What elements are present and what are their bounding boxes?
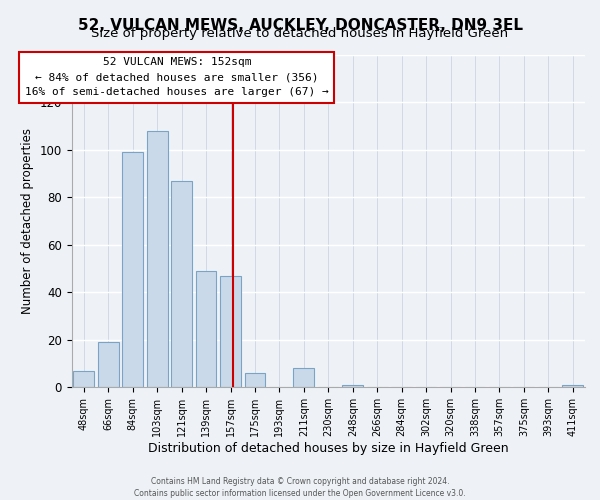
- Bar: [562, 385, 583, 388]
- Bar: [343, 385, 363, 388]
- Bar: [73, 370, 94, 388]
- Bar: [196, 271, 217, 388]
- Text: Contains HM Land Registry data © Crown copyright and database right 2024.
Contai: Contains HM Land Registry data © Crown c…: [134, 476, 466, 498]
- Bar: [220, 276, 241, 388]
- Bar: [147, 131, 167, 388]
- Bar: [122, 152, 143, 388]
- X-axis label: Distribution of detached houses by size in Hayfield Green: Distribution of detached houses by size …: [148, 442, 509, 455]
- Text: 52 VULCAN MEWS: 152sqm
← 84% of detached houses are smaller (356)
16% of semi-de: 52 VULCAN MEWS: 152sqm ← 84% of detached…: [25, 58, 329, 97]
- Text: 52, VULCAN MEWS, AUCKLEY, DONCASTER, DN9 3EL: 52, VULCAN MEWS, AUCKLEY, DONCASTER, DN9…: [77, 18, 523, 32]
- Bar: [293, 368, 314, 388]
- Y-axis label: Number of detached properties: Number of detached properties: [21, 128, 34, 314]
- Bar: [98, 342, 119, 388]
- Bar: [171, 181, 192, 388]
- Bar: [245, 373, 265, 388]
- Text: Size of property relative to detached houses in Hayfield Green: Size of property relative to detached ho…: [91, 28, 509, 40]
